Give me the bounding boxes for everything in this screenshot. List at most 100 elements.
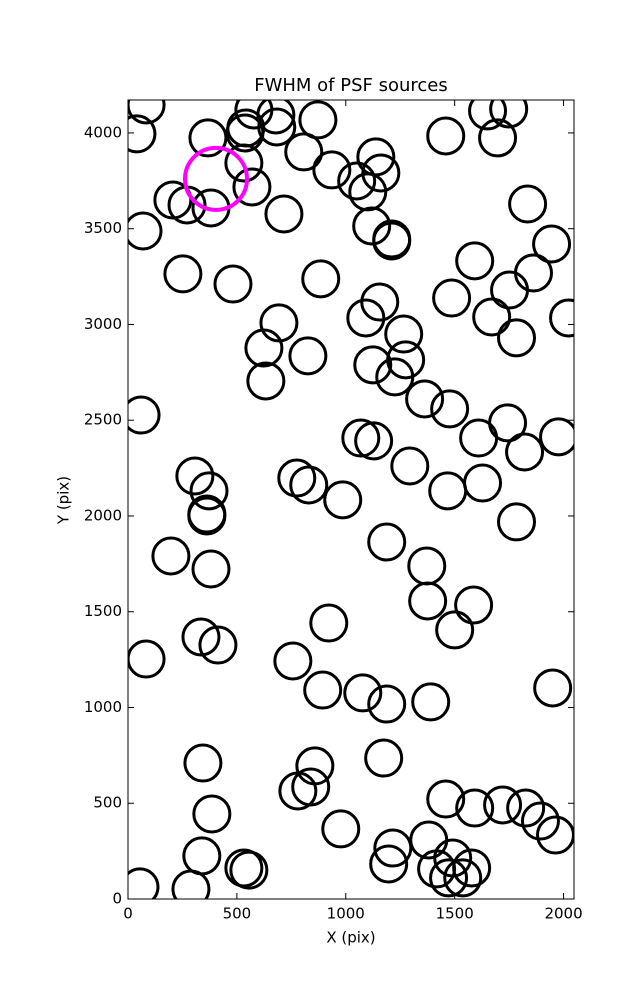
source-marker (163, 254, 203, 294)
source-marker (533, 668, 573, 708)
source-marker (426, 779, 466, 819)
source-marker (128, 867, 160, 899)
source-marker (472, 297, 512, 337)
source-marker (284, 132, 324, 172)
source-marker (128, 211, 163, 251)
source-marker (384, 314, 424, 354)
source-marker (244, 328, 284, 368)
source-marker (171, 869, 211, 899)
source-marker (189, 471, 229, 511)
source-marker (468, 100, 508, 131)
source-marker (289, 465, 329, 505)
source-marker (321, 809, 361, 849)
source-marker (549, 298, 574, 338)
source-marker (175, 456, 215, 496)
source-marker (478, 118, 518, 158)
source-marker (343, 673, 383, 713)
source-marker (539, 417, 574, 457)
source-marker (369, 844, 409, 884)
source-marker (246, 361, 286, 401)
y-tick-label: 1500 (84, 602, 122, 620)
source-marker (505, 432, 545, 472)
source-marker (353, 345, 393, 385)
source-marker (309, 603, 349, 643)
source-marker (301, 259, 341, 299)
source-marker (303, 670, 343, 710)
source-marker (432, 278, 472, 318)
source-marker (375, 357, 415, 397)
source-marker (408, 581, 448, 621)
source-marker (367, 522, 407, 562)
source-marker (198, 625, 238, 665)
source-marker (257, 107, 297, 147)
source-marker (390, 446, 430, 486)
source-marker (346, 298, 386, 338)
y-tick-label: 1000 (84, 698, 122, 716)
source-marker (192, 794, 232, 834)
source-marker (312, 150, 352, 190)
source-marker (337, 161, 377, 201)
source-marker (532, 224, 572, 264)
source-marker (426, 116, 466, 156)
source-marker (455, 788, 495, 828)
source-marker (273, 641, 313, 681)
chart-title: FWHM of PSF sources (254, 75, 448, 96)
source-marker (405, 379, 445, 419)
source-marker (224, 143, 264, 183)
y-tick-label: 3500 (84, 219, 122, 237)
source-marker (489, 100, 529, 129)
source-marker (513, 253, 553, 293)
source-marker (361, 153, 401, 193)
x-tick-label: 1000 (327, 905, 365, 923)
source-marker (187, 496, 227, 536)
source-marker (506, 788, 546, 828)
source-marker (341, 418, 381, 458)
y-tick-label: 0 (112, 890, 122, 908)
plot-frame (127, 99, 575, 900)
source-marker (229, 850, 269, 890)
y-tick-label: 2500 (84, 411, 122, 429)
source-marker (497, 502, 537, 542)
source-marker (433, 838, 473, 878)
source-marker (483, 785, 523, 825)
source-marker (430, 389, 470, 429)
source-marker (128, 114, 157, 154)
source-marker (352, 206, 392, 246)
source-marker (151, 536, 191, 576)
source-marker (520, 801, 560, 841)
source-marker (277, 458, 317, 498)
source-marker (364, 738, 404, 778)
x-tick-label: 1500 (436, 905, 474, 923)
source-marker (181, 617, 221, 657)
source-marker (454, 585, 494, 625)
source-marker (188, 118, 228, 158)
x-tick-label: 0 (123, 905, 133, 923)
source-marker (183, 743, 223, 783)
x-tick-label: 500 (223, 905, 252, 923)
source-marker (256, 100, 296, 135)
source-marker (372, 221, 412, 261)
y-tick-label: 2000 (84, 506, 122, 524)
source-marker (452, 848, 492, 888)
source-marker (367, 684, 407, 724)
x-tick-label: 2000 (544, 905, 582, 923)
y-axis-label: Y (pix) (55, 476, 73, 525)
source-marker (232, 167, 272, 207)
source-marker (497, 318, 537, 358)
source-marker (455, 241, 495, 281)
source-marker (360, 282, 400, 322)
source-marker (323, 480, 363, 520)
source-marker (435, 610, 475, 650)
source-marker (411, 682, 451, 722)
source-marker (354, 421, 394, 461)
source-marker (128, 395, 161, 435)
source-marker (182, 145, 249, 212)
source-marker (191, 549, 231, 589)
x-axis-label: X (pix) (326, 929, 375, 947)
source-marker (443, 858, 483, 898)
y-tick-label: 4000 (84, 123, 122, 141)
source-marker (225, 113, 265, 153)
source-marker (264, 194, 304, 234)
source-marker (535, 815, 574, 855)
